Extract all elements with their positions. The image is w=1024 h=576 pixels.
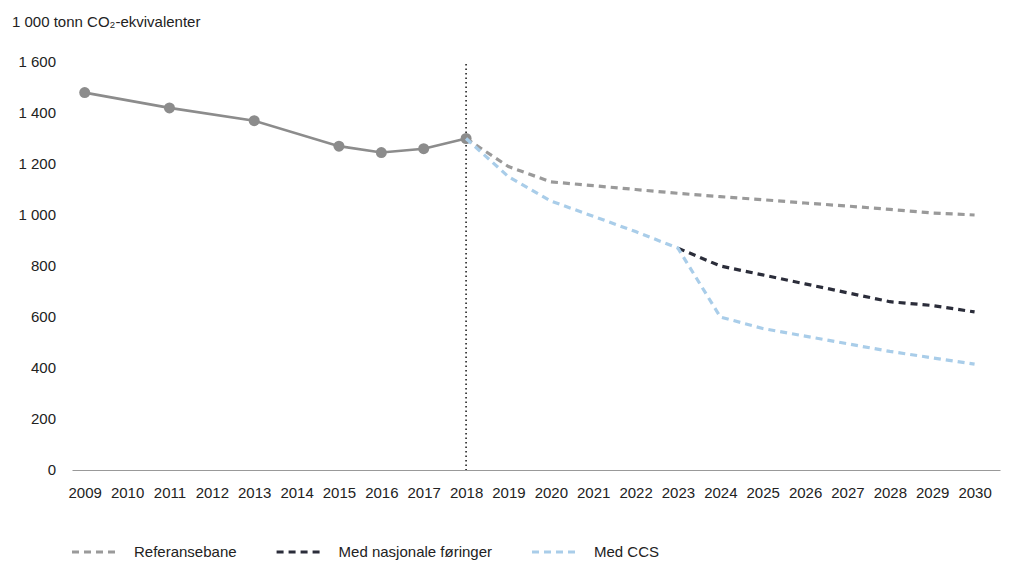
- y-axis: 0 200 400 600 800 1 000 1 200 1 400 1 600: [18, 53, 72, 478]
- x-tick: 2024: [704, 470, 737, 501]
- series-marker: [249, 115, 260, 126]
- x-axis: 2009 2010 2011 2012 2013 2014 2015 2016 2017 2018…: [69, 470, 1001, 501]
- x-tick: 2011: [154, 470, 186, 501]
- x-tick: 2009: [69, 470, 102, 501]
- y-tick-label: 0: [48, 461, 56, 478]
- y-tick-label: 200: [31, 410, 56, 427]
- x-tick: 2017: [408, 470, 441, 501]
- x-tick: 2019: [492, 470, 525, 501]
- chart: 0 200 400 600 800 1 000 1 200 1 400 1 600 2009 201…: [0, 0, 1024, 576]
- legend-item: Med CCS: [532, 543, 659, 560]
- x-tick-label: 2030: [958, 484, 991, 501]
- x-tick-label: 2029: [916, 484, 949, 501]
- legend-swatch: [532, 550, 578, 553]
- legend-label: Med nasjonale føringer: [339, 543, 492, 560]
- x-tick: 2013: [238, 470, 271, 501]
- y-axis-title: 1 000 tonn CO₂-ekvivalenter: [12, 13, 200, 30]
- x-tick: 2014: [280, 470, 313, 501]
- series-line: [466, 139, 974, 216]
- x-tick: 2015: [323, 470, 356, 501]
- x-tick: 2023: [662, 470, 695, 501]
- y-tick: 600: [31, 308, 72, 325]
- legend-label: Med CCS: [594, 543, 659, 560]
- y-tick: 200: [31, 410, 72, 427]
- series-marker: [79, 87, 90, 98]
- series-line: [678, 248, 975, 312]
- x-tick-label: 2020: [535, 484, 568, 501]
- x-tick-label: 2013: [238, 484, 271, 501]
- x-tick-label: 2010: [111, 484, 144, 501]
- x-tick-label: 2012: [196, 484, 229, 501]
- series-marker: [164, 102, 175, 113]
- x-tick-label: 2026: [789, 484, 822, 501]
- x-tick: 2010: [111, 470, 144, 501]
- series-marker: [333, 141, 344, 152]
- legend-swatch: [72, 550, 118, 553]
- y-tick-label: 1 600: [18, 53, 56, 70]
- y-tick-label: 400: [31, 359, 56, 376]
- y-tick: 1 600: [18, 53, 72, 70]
- y-tick-label: 1 000: [18, 206, 56, 223]
- y-tick-label: 800: [31, 257, 56, 274]
- y-tick-label: 600: [31, 308, 56, 325]
- x-axis-line: [73, 470, 1001, 471]
- x-tick: 2029: [916, 470, 949, 501]
- legend-item: Referansebane: [72, 543, 237, 560]
- legend-swatch: [277, 550, 323, 553]
- x-tick: 2027: [831, 470, 864, 501]
- x-tick-label: 2016: [365, 484, 398, 501]
- y-tick: 1 200: [18, 155, 72, 172]
- data-area: [79, 64, 974, 470]
- legend: Referansebane Med nasjonale føringer Med C…: [72, 543, 659, 560]
- x-tick: 2012: [196, 470, 229, 501]
- x-tick: 2026: [789, 470, 822, 501]
- x-tick-label: 2025: [747, 484, 780, 501]
- y-tick: 0: [48, 461, 72, 478]
- x-tick-label: 2014: [280, 484, 313, 501]
- divider-line: [465, 64, 467, 470]
- y-tick: 800: [31, 257, 72, 274]
- x-tick-label: 2019: [492, 484, 525, 501]
- series-line: [85, 93, 466, 153]
- x-tick-label: 2024: [704, 484, 737, 501]
- x-tick-label: 2027: [831, 484, 864, 501]
- x-tick: 2022: [619, 470, 652, 501]
- x-tick: 2021: [577, 470, 610, 501]
- y-tick: 1 400: [18, 104, 72, 121]
- plot: 0 200 400 600 800 1 000 1 200 1 400 1 600 2009 201…: [18, 53, 1000, 500]
- x-tick: 2018: [450, 470, 483, 501]
- x-tick-label: 2015: [323, 484, 356, 501]
- y-tick-label: 1 400: [18, 104, 56, 121]
- x-tick: 2025: [747, 470, 780, 501]
- series-marker: [376, 147, 387, 158]
- x-tick-label: 2009: [69, 484, 102, 501]
- x-tick-label: 2023: [662, 484, 695, 501]
- series-marker: [418, 143, 429, 154]
- x-tick-label: 2021: [577, 484, 610, 501]
- x-tick: 2030: [958, 470, 991, 501]
- y-tick-label: 1 200: [18, 155, 56, 172]
- x-tick-label: 2018: [450, 484, 483, 501]
- x-tick: 2028: [874, 470, 907, 501]
- y-tick: 1 000: [18, 206, 72, 223]
- x-tick-label: 2011: [154, 484, 186, 501]
- x-tick-label: 2028: [874, 484, 907, 501]
- y-axis-line: [72, 63, 73, 471]
- series-line: [466, 139, 974, 365]
- x-tick: 2016: [365, 470, 398, 501]
- y-tick: 400: [31, 359, 72, 376]
- legend-label: Referansebane: [134, 543, 237, 560]
- x-tick-label: 2022: [619, 484, 652, 501]
- x-tick-label: 2017: [408, 484, 441, 501]
- x-tick: 2020: [535, 470, 568, 501]
- legend-item: Med nasjonale føringer: [277, 543, 492, 560]
